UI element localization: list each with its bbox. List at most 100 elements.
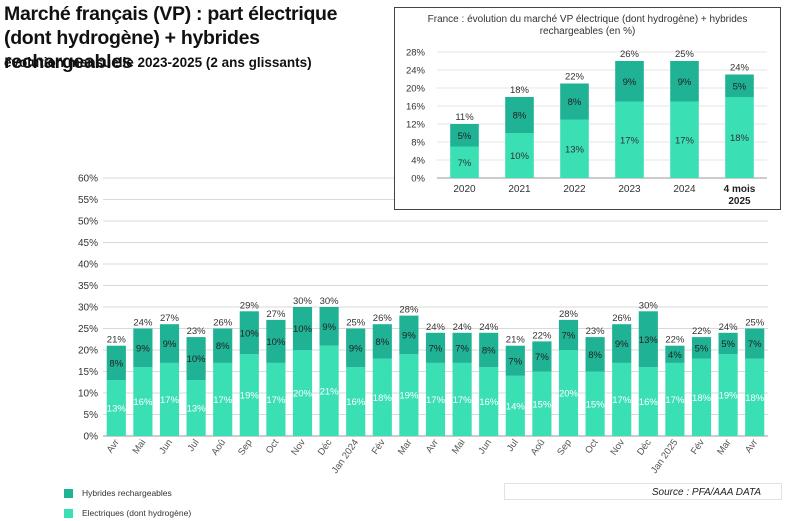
bar-hybrid <box>718 332 738 355</box>
data-label-total: 23% <box>586 326 606 337</box>
inset-bar-hybrid <box>560 83 589 120</box>
data-label-total: 30% <box>293 296 313 307</box>
data-label-electric: 13% <box>107 404 127 415</box>
x-tick-label: Mai <box>131 437 149 456</box>
inset-y-tick-label: 12% <box>406 120 426 131</box>
data-label-electric: 17% <box>213 395 233 406</box>
bar-hybrid <box>213 328 233 363</box>
data-label-electric: 18% <box>745 393 765 404</box>
data-label-hybrid: 9% <box>615 339 629 350</box>
inset-y-tick-label: 20% <box>406 84 426 95</box>
data-label-electric: 17% <box>266 395 286 406</box>
inset-bar-electric <box>670 101 699 178</box>
y-tick-label: 20% <box>78 346 98 357</box>
inset-data-label-electric: 18% <box>730 133 750 144</box>
bar-hybrid <box>346 328 366 368</box>
bar-electric <box>745 358 765 436</box>
inset-x-tick-label: 4 mois <box>724 184 756 195</box>
inset-data-label-total: 11% <box>455 112 474 123</box>
data-label-total: 22% <box>665 335 685 346</box>
y-tick-label: 45% <box>78 238 98 249</box>
y-tick-label: 55% <box>78 195 98 206</box>
data-label-hybrid: 8% <box>588 350 602 361</box>
inset-data-label-electric: 7% <box>458 158 472 169</box>
data-label-total: 30% <box>320 296 340 307</box>
inset-data-label-hybrid: 5% <box>733 81 747 92</box>
y-tick-label: 35% <box>78 281 98 292</box>
inset-data-label-hybrid: 9% <box>678 77 692 88</box>
data-label-electric: 20% <box>559 389 579 400</box>
data-label-electric: 17% <box>426 395 446 406</box>
x-tick-label: Nov <box>289 437 308 457</box>
bar-electric <box>479 367 499 436</box>
inset-data-label-hybrid: 8% <box>568 97 582 108</box>
data-label-hybrid: 10% <box>266 337 286 348</box>
bar-hybrid <box>106 345 126 381</box>
bar-electric <box>372 358 392 436</box>
x-tick-label: Jul <box>505 437 521 453</box>
x-tick-label: Mai <box>450 437 468 456</box>
inset-bar-electric <box>560 119 589 178</box>
x-tick-label: Avr <box>105 437 122 455</box>
x-tick-label: Oct <box>264 437 282 456</box>
y-tick-label: 25% <box>78 324 98 335</box>
x-tick-label: Aoû <box>529 437 548 457</box>
bar-hybrid <box>425 332 446 363</box>
data-label-total: 24% <box>426 322 446 333</box>
data-label-hybrid: 9% <box>322 322 336 333</box>
data-label-hybrid: 7% <box>508 356 522 367</box>
legend-label-hybrid: Hybrides rechargeables <box>82 488 172 498</box>
bar-hybrid <box>186 337 206 381</box>
bar-hybrid <box>452 332 472 363</box>
inset-y-tick-label: 24% <box>406 66 426 77</box>
data-label-hybrid: 9% <box>163 339 177 350</box>
data-label-hybrid: 7% <box>562 330 576 341</box>
data-label-electric: 15% <box>586 399 606 410</box>
bar-electric <box>558 350 579 436</box>
x-tick-label: Sep <box>555 437 574 457</box>
bar-electric <box>399 354 419 436</box>
y-tick-label: 30% <box>78 303 98 314</box>
inset-y-tick-label: 8% <box>411 138 425 149</box>
bar-electric <box>133 367 153 436</box>
data-label-electric: 14% <box>506 401 526 412</box>
bar-electric <box>159 362 180 436</box>
bar-hybrid <box>319 307 339 346</box>
bar-hybrid <box>479 332 499 368</box>
inset-chart-title: France : évolution du marché VP électriq… <box>427 14 748 37</box>
data-label-hybrid: 7% <box>429 343 443 354</box>
data-label-total: 24% <box>453 322 473 333</box>
legend-item-hybrid: Hybrides rechargeables <box>64 488 172 499</box>
data-label-electric: 17% <box>453 395 473 406</box>
bar-hybrid <box>133 328 153 368</box>
data-label-total: 26% <box>612 313 632 324</box>
inset-bar-hybrid <box>615 61 644 102</box>
data-label-total: 22% <box>532 330 552 341</box>
bar-electric <box>612 362 632 436</box>
data-label-total: 21% <box>506 335 526 346</box>
data-label-electric: 19% <box>240 391 260 402</box>
bar-electric <box>585 371 605 436</box>
bar-hybrid <box>745 328 765 359</box>
x-tick-label: Oct <box>583 437 601 456</box>
data-label-hybrid: 9% <box>402 330 416 341</box>
y-tick-label: 5% <box>84 410 99 421</box>
chart-subtitle: évolution mensuelle 2023-2025 (2 ans gli… <box>4 55 312 70</box>
data-label-hybrid: 8% <box>216 341 230 352</box>
data-label-hybrid: 10% <box>240 328 260 339</box>
inset-data-label-total: 25% <box>675 49 695 60</box>
data-label-hybrid: 5% <box>695 343 709 354</box>
x-tick-label: Jun <box>476 437 494 456</box>
bar-electric <box>532 371 552 436</box>
bar-electric <box>186 380 206 436</box>
inset-data-label-total: 26% <box>620 49 640 60</box>
bar-hybrid <box>638 311 658 368</box>
inset-bar-electric <box>725 97 754 178</box>
x-tick-label: Sep <box>236 437 255 457</box>
inset-y-tick-label: 28% <box>406 48 426 59</box>
x-tick-label: Déc <box>316 437 335 457</box>
inset-data-label-hybrid: 9% <box>623 77 637 88</box>
data-label-electric: 18% <box>692 393 712 404</box>
data-label-total: 28% <box>559 309 579 320</box>
